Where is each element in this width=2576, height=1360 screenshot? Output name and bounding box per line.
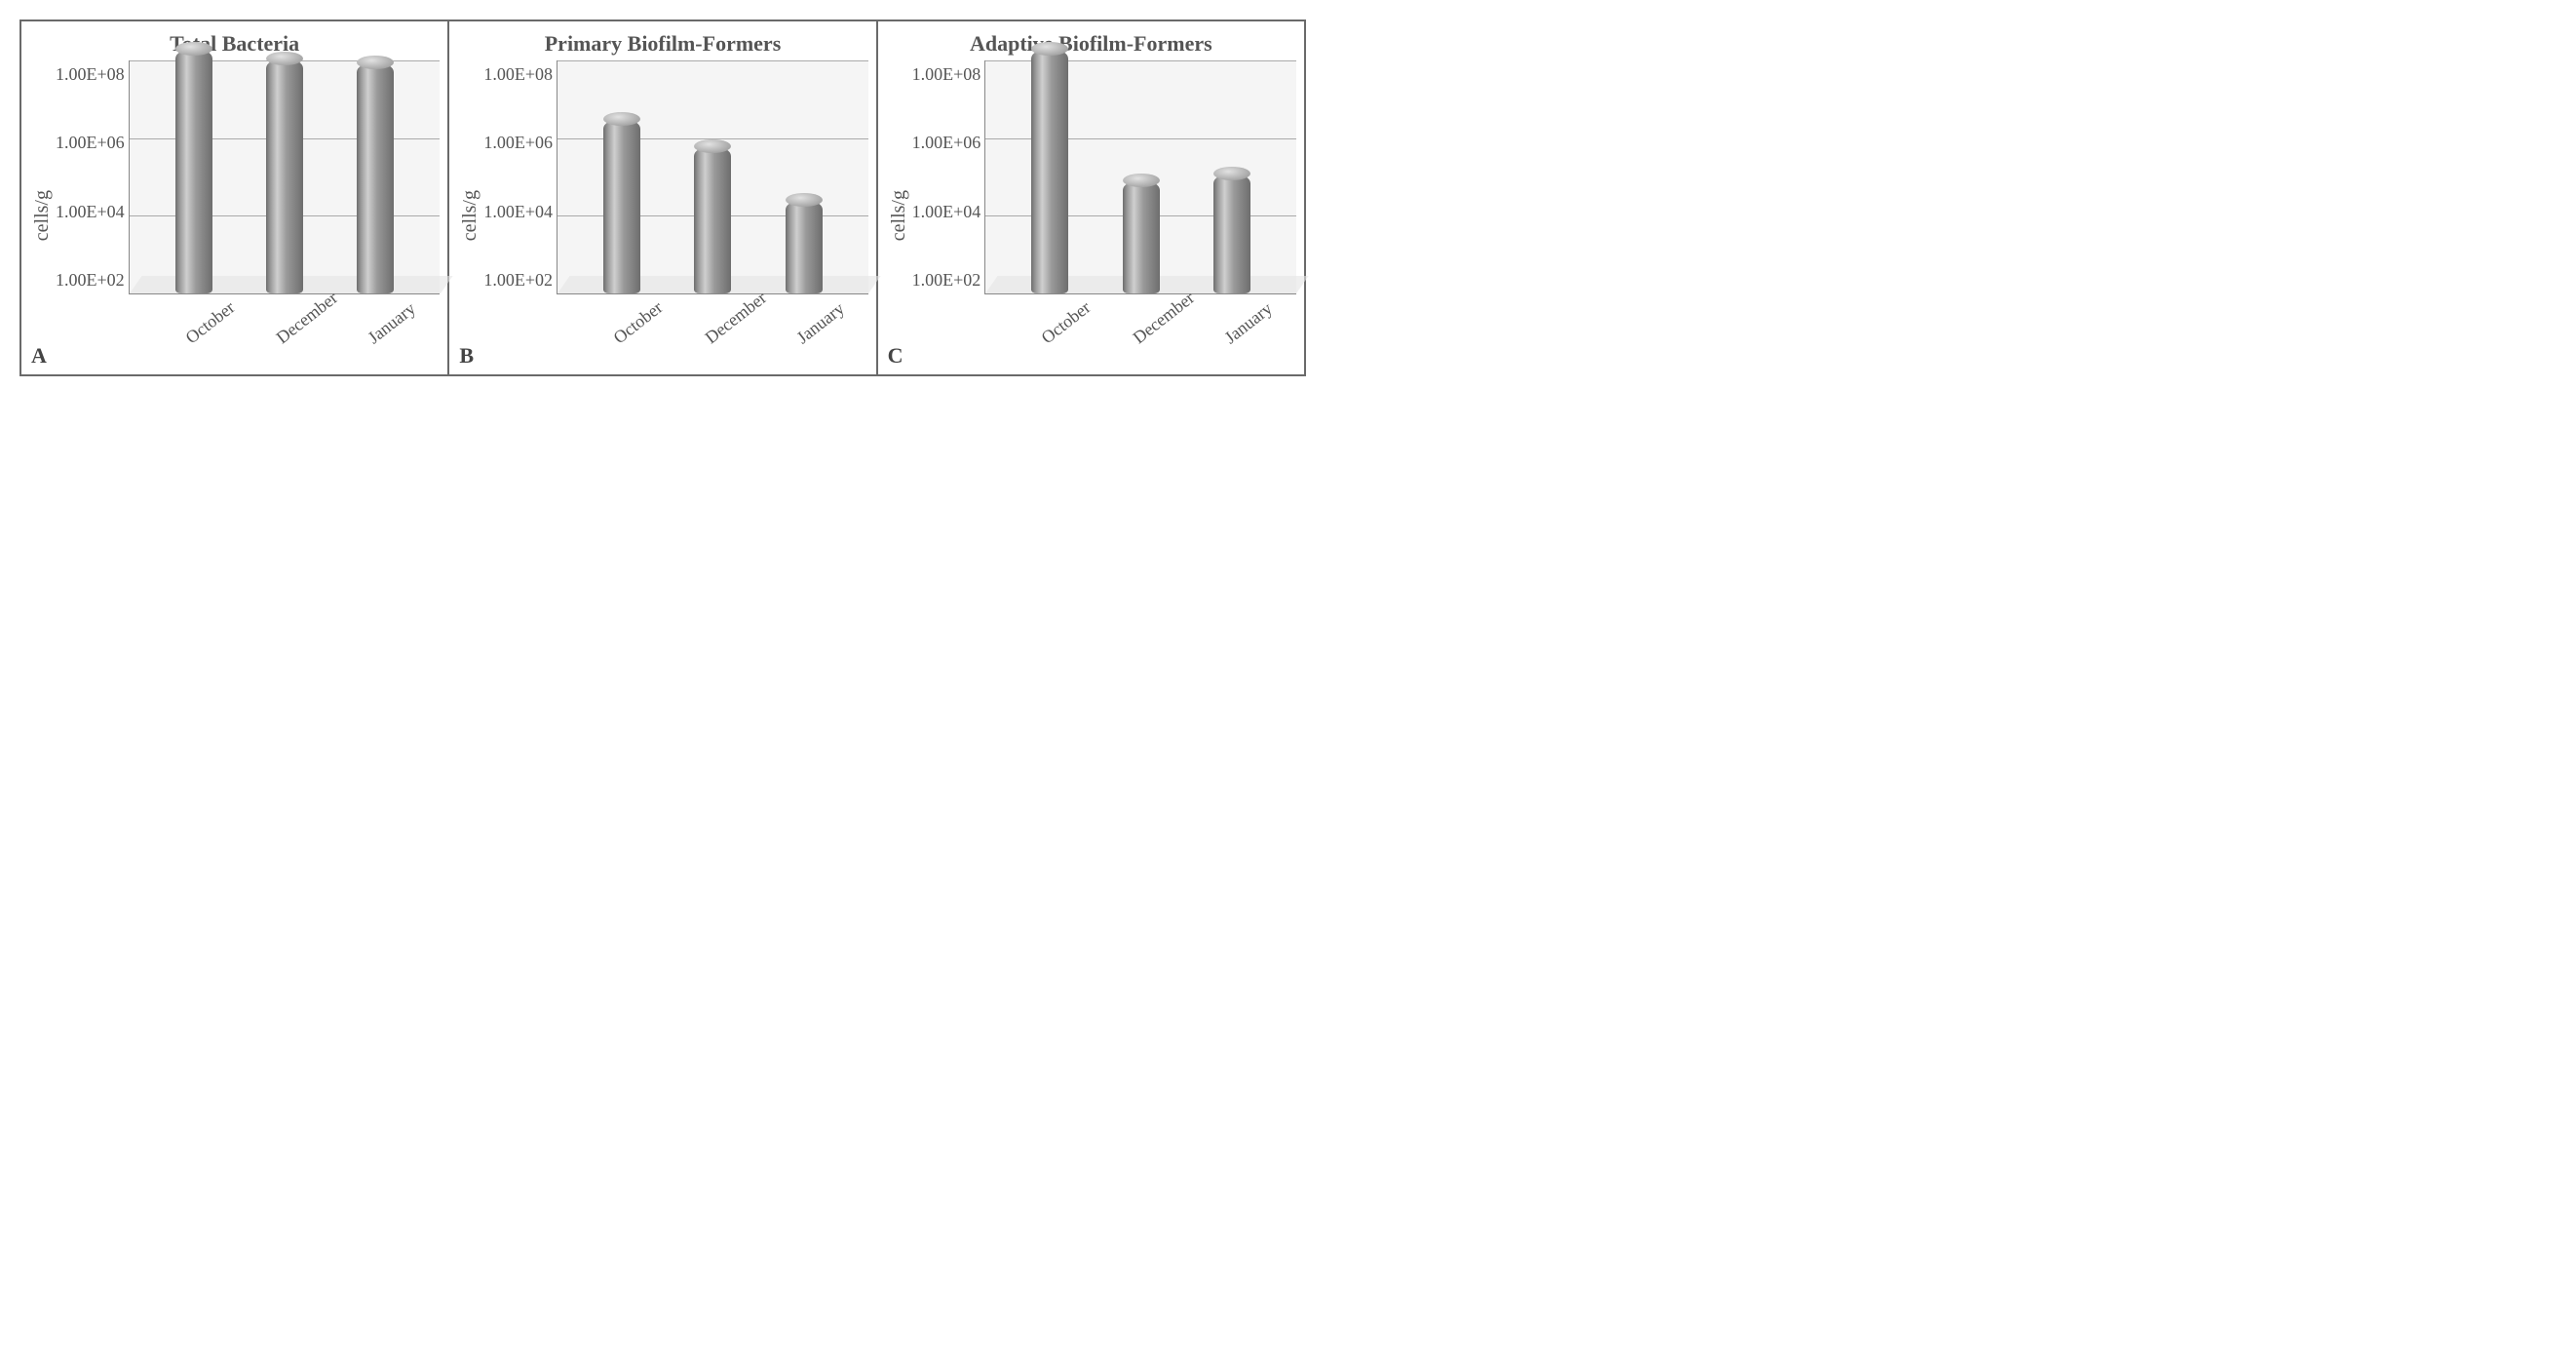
panel-c: Adaptive Biofilm-Formerscells/g1.00E+081…	[878, 21, 1304, 374]
plot-area	[129, 60, 441, 294]
bar-body	[266, 58, 303, 293]
x-axis-ticks: OctoberDecemberJanuary	[984, 294, 1296, 370]
bar-january	[1213, 174, 1250, 293]
chart-row: cells/g 1.00E+08 1.00E+06 1.00E+04 1.00E+02O…	[457, 60, 867, 370]
bar-cap	[694, 139, 731, 153]
bar-cap	[175, 42, 212, 56]
y-axis-label: cells/g	[457, 190, 483, 241]
y-tick-label: 1.00E+04	[912, 202, 981, 222]
bar-cap	[1213, 167, 1250, 180]
y-tick-label: 1.00E+02	[483, 270, 553, 291]
x-tick-label: December	[273, 308, 342, 381]
y-tick-label: 1.00E+08	[483, 64, 553, 85]
bar-january	[357, 62, 394, 293]
y-axis-ticks: 1.00E+08 1.00E+06 1.00E+04 1.00E+02	[483, 60, 557, 294]
bar-october	[175, 49, 212, 293]
y-axis-label: cells/g	[29, 190, 56, 241]
bar-body	[603, 119, 640, 293]
bar-body	[1123, 180, 1160, 293]
panel-letter: A	[31, 343, 47, 369]
bar-january	[786, 200, 823, 293]
plot-outer: OctoberDecemberJanuary	[129, 60, 441, 370]
chart-row: cells/g 1.00E+08 1.00E+06 1.00E+04 1.00E+02O…	[886, 60, 1296, 370]
x-tick-label: October	[610, 308, 679, 381]
y-tick-label: 1.00E+04	[56, 202, 125, 222]
bar-body	[1213, 174, 1250, 293]
x-axis-ticks: OctoberDecemberJanuary	[557, 294, 868, 370]
bar-body	[694, 146, 731, 293]
panel-title: Adaptive Biofilm-Formers	[886, 31, 1296, 57]
x-tick-label: January	[1220, 308, 1289, 381]
plot-area	[984, 60, 1296, 294]
bar-cap	[266, 52, 303, 65]
x-tick-label: October	[1038, 308, 1107, 381]
panel-letter: B	[459, 343, 474, 369]
panel-b: Primary Biofilm-Formerscells/g1.00E+081.…	[449, 21, 877, 374]
y-tick-label: 1.00E+06	[912, 133, 981, 153]
plot-outer: OctoberDecemberJanuary	[984, 60, 1296, 370]
y-axis-ticks: 1.00E+08 1.00E+06 1.00E+04 1.00E+02	[56, 60, 129, 294]
panel-title: Total Bacteria	[29, 31, 440, 57]
bar-october	[1031, 49, 1068, 293]
bar-body	[1031, 49, 1068, 293]
bar-october	[603, 119, 640, 293]
plot-area	[557, 60, 868, 294]
bars-container	[985, 60, 1296, 293]
y-tick-label: 1.00E+02	[912, 270, 981, 291]
bar-body	[357, 62, 394, 293]
bar-december	[1123, 180, 1160, 293]
panel-a: Total Bacteriacells/g1.00E+081.00E+061.0…	[21, 21, 449, 374]
panel-title: Primary Biofilm-Formers	[457, 31, 867, 57]
bar-december	[694, 146, 731, 293]
x-tick-label: December	[701, 308, 770, 381]
panel-letter: C	[888, 343, 904, 369]
y-tick-label: 1.00E+04	[483, 202, 553, 222]
bar-december	[266, 58, 303, 293]
y-tick-label: 1.00E+08	[912, 64, 981, 85]
bar-cap	[603, 112, 640, 126]
y-axis-ticks: 1.00E+08 1.00E+06 1.00E+04 1.00E+02	[912, 60, 985, 294]
bars-container	[130, 60, 441, 293]
x-tick-label: January	[365, 308, 434, 381]
figure-container: Total Bacteriacells/g1.00E+081.00E+061.0…	[19, 19, 1306, 376]
y-tick-label: 1.00E+06	[483, 133, 553, 153]
y-axis-label: cells/g	[886, 190, 912, 241]
bar-body	[786, 200, 823, 293]
x-tick-label: December	[1130, 308, 1199, 381]
x-tick-label: January	[792, 308, 862, 381]
plot-outer: OctoberDecemberJanuary	[557, 60, 868, 370]
y-tick-label: 1.00E+06	[56, 133, 125, 153]
bar-body	[175, 49, 212, 293]
chart-row: cells/g 1.00E+08 1.00E+06 1.00E+04 1.00E+02O…	[29, 60, 440, 370]
x-axis-ticks: OctoberDecemberJanuary	[129, 294, 441, 370]
y-tick-label: 1.00E+08	[56, 64, 125, 85]
x-tick-label: October	[181, 308, 250, 381]
y-tick-label: 1.00E+02	[56, 270, 125, 291]
bars-container	[557, 60, 868, 293]
